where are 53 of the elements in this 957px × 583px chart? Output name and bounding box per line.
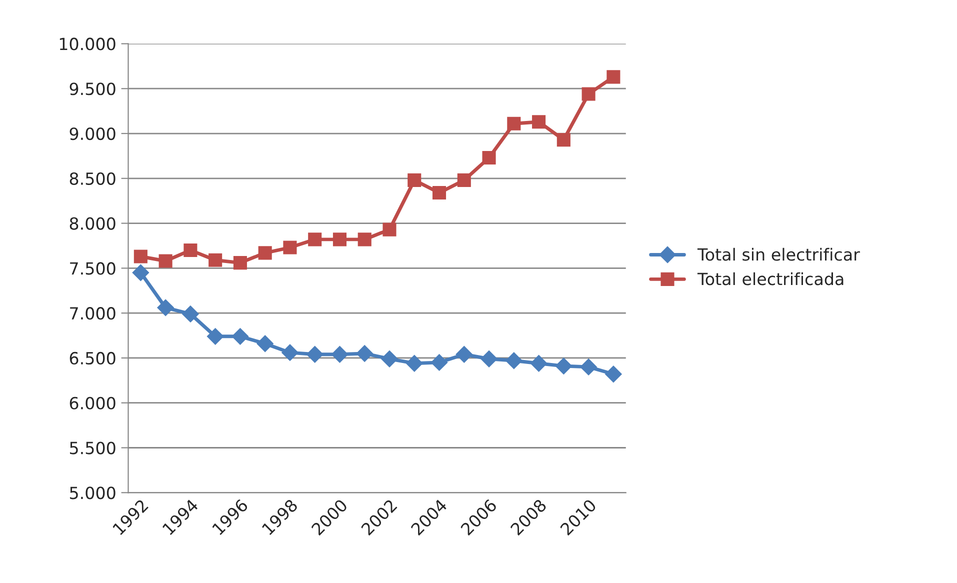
point [306,346,324,363]
point [283,240,297,254]
point [157,299,174,316]
point [582,87,596,101]
y-tick-label: 9.500 [70,82,116,96]
point [208,253,222,267]
y-tick-label: 6.000 [70,396,116,410]
y-tick-label: 9.000 [70,127,116,140]
y-tick-label: 6.500 [70,352,116,365]
y-tick-label: 7.500 [70,262,116,275]
y-tick-label: 8.500 [70,172,116,185]
y-tick-label: 10.000 [60,38,116,50]
point [358,232,372,246]
point [456,346,473,363]
point [555,358,572,374]
y-tick-label: 7.000 [70,307,116,320]
point [605,366,622,382]
point [282,344,298,361]
point [308,232,322,246]
point [432,186,446,200]
point [606,70,620,84]
point [556,133,570,147]
point [258,246,272,260]
point [232,328,249,345]
point [507,116,521,130]
y-tick-label: 8.000 [70,217,116,230]
point [382,222,396,236]
point [233,256,247,270]
point [332,232,347,246]
point [580,358,597,376]
point [480,350,498,368]
point [530,354,548,372]
point [132,264,150,282]
y-tick-label: 5.500 [70,442,116,454]
point [256,335,274,352]
point [482,150,496,165]
point [206,328,224,345]
legend-label: Total electrificada [697,272,844,286]
point [506,352,522,370]
legend-label: Total sin electrificar [697,248,860,261]
point [184,243,198,257]
point [134,250,148,264]
point [331,346,348,363]
point [158,254,172,268]
point [356,345,373,362]
point [408,173,422,187]
point [381,350,398,368]
point [182,306,199,322]
y-tick-label: 5.000 [70,486,116,500]
point [406,354,423,372]
point [457,173,471,187]
point [430,354,448,371]
point [532,115,546,129]
